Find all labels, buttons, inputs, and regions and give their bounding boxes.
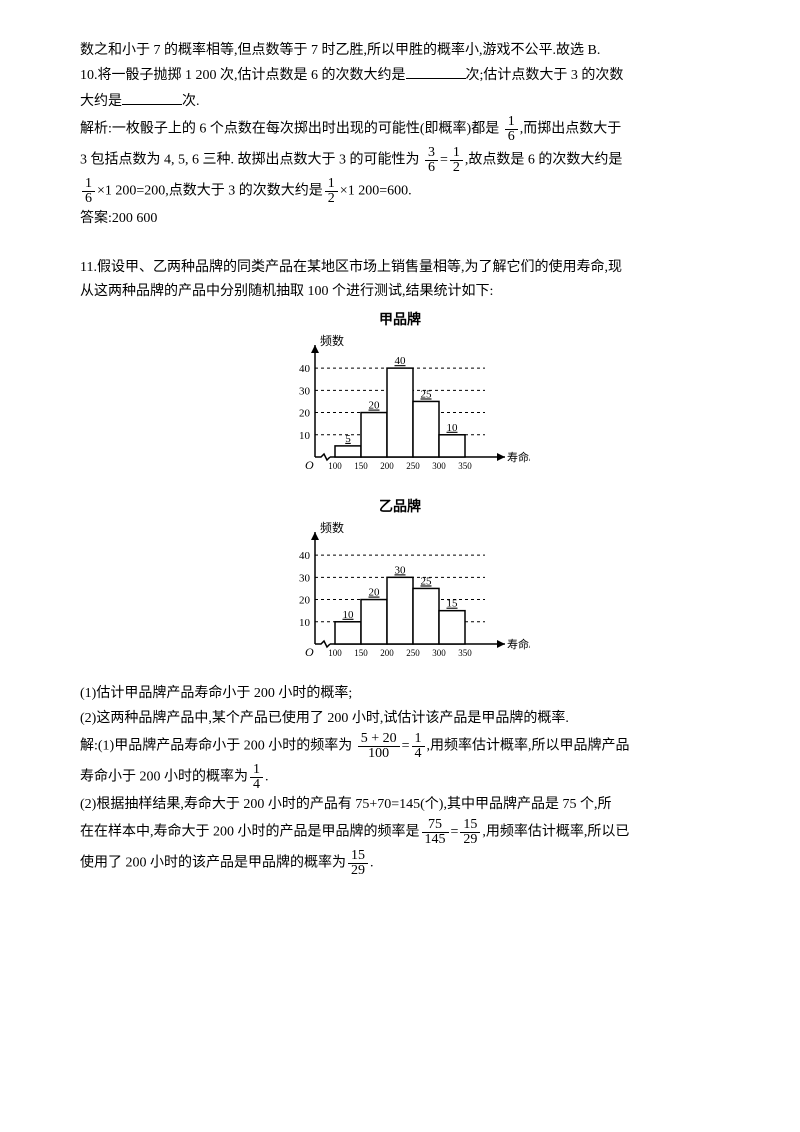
svg-text:150: 150 bbox=[354, 648, 368, 658]
svg-text:100: 100 bbox=[328, 648, 342, 658]
frac-1-6-b: 16 bbox=[82, 177, 95, 206]
svg-text:30: 30 bbox=[395, 564, 407, 576]
q11-a1b: ,用频率估计概率,所以甲品牌产品 bbox=[427, 739, 630, 754]
svg-text:40: 40 bbox=[299, 363, 311, 375]
svg-text:250: 250 bbox=[406, 461, 420, 471]
svg-text:25: 25 bbox=[421, 575, 433, 587]
q11-a1-line1: 解:(1)甲品牌产品寿命小于 200 小时的频率为 5 + 20100=14,用… bbox=[80, 732, 720, 761]
chart-yi-title: 乙品牌 bbox=[80, 497, 720, 519]
frac-75-145: 75145 bbox=[422, 818, 449, 847]
eq-2: = bbox=[402, 739, 410, 754]
svg-text:40: 40 bbox=[395, 355, 407, 367]
svg-text:200: 200 bbox=[380, 461, 394, 471]
q11-a1-line2: 寿命小于 200 小时的概率为14. bbox=[80, 763, 720, 792]
svg-text:20: 20 bbox=[369, 400, 381, 412]
blank-2 bbox=[122, 90, 182, 105]
blank-1 bbox=[406, 64, 466, 79]
q11-p1: (1)估计甲品牌产品寿命小于 200 小时的概率; bbox=[80, 683, 720, 705]
svg-text:10: 10 bbox=[343, 609, 355, 621]
svg-text:150: 150 bbox=[354, 461, 368, 471]
svg-text:350: 350 bbox=[458, 648, 472, 658]
frac-1-2-b: 12 bbox=[325, 177, 338, 206]
svg-text:30: 30 bbox=[299, 385, 311, 397]
chart-jia-svg: 10 20 30 40 O 频数寿命/小时 5 20 40 25 10 100 150 200 250 300… bbox=[270, 332, 530, 482]
q10-sol2: 3 包括点数为 4, 5, 6 三种. 故掷出点数大于 3 的可能性为 36=1… bbox=[80, 146, 720, 175]
svg-text:O: O bbox=[305, 458, 314, 472]
q11-a2c: ,用频率估计概率,所以已 bbox=[482, 825, 629, 840]
q10-l1b: 次;估计点数大于 3 的次数 bbox=[466, 68, 624, 83]
svg-text:O: O bbox=[305, 645, 314, 659]
q10-l2b: 次. bbox=[182, 94, 200, 109]
svg-text:10: 10 bbox=[299, 430, 311, 442]
svg-text:20: 20 bbox=[299, 408, 311, 420]
q10-s2b: ,故点数是 6 的次数大约是 bbox=[465, 153, 623, 168]
q11-a2-line3: 使用了 200 小时的该产品是甲品牌的概率为1529. bbox=[80, 849, 720, 878]
frac-1-6-a: 16 bbox=[505, 115, 518, 144]
eq-3: = bbox=[451, 825, 459, 840]
q11-a2d: 使用了 200 小时的该产品是甲品牌的概率为 bbox=[80, 856, 346, 871]
svg-text:200: 200 bbox=[380, 648, 394, 658]
q11-a1c: 寿命小于 200 小时的概率为 bbox=[80, 770, 248, 785]
intro-line: 数之和小于 7 的概率相等,但点数等于 7 时乙胜,所以甲胜的概率小,游戏不公平… bbox=[80, 40, 720, 62]
svg-text:350: 350 bbox=[458, 461, 472, 471]
q11-a1a: 解:(1)甲品牌产品寿命小于 200 小时的频率为 bbox=[80, 739, 352, 754]
svg-text:5: 5 bbox=[345, 433, 351, 445]
q10-answer: 答案:200 600 bbox=[80, 208, 720, 230]
q11-l1: 11.假设甲、乙两种品牌的同类产品在某地区市场上销售量相等,为了解它们的使用寿命… bbox=[80, 257, 720, 279]
q10-sol1: 解析:一枚骰子上的 6 个点数在每次掷出时出现的可能性(即概率)都是 16,而掷… bbox=[80, 115, 720, 144]
svg-text:300: 300 bbox=[432, 648, 446, 658]
svg-text:10: 10 bbox=[447, 422, 459, 434]
q10-line2: 大约是 次. bbox=[80, 90, 720, 113]
q10-s3b: ×1 200=600. bbox=[340, 184, 412, 199]
svg-text:频数: 频数 bbox=[320, 520, 344, 535]
q11-a1d: . bbox=[265, 770, 269, 785]
q11-p2: (2)这两种品牌产品中,某个产品已使用了 200 小时,试估计该产品是甲品牌的概… bbox=[80, 708, 720, 730]
svg-text:40: 40 bbox=[299, 550, 311, 562]
chart-yi: 乙品牌 10 20 30 40 O 频数寿命/小时 10 20 30 25 15 100 150 200 2… bbox=[80, 497, 720, 678]
frac-1-4-a: 14 bbox=[412, 732, 425, 761]
svg-text:10: 10 bbox=[299, 617, 311, 629]
svg-text:20: 20 bbox=[369, 586, 381, 598]
q10-s3a: ×1 200=200,点数大于 3 的次数大约是 bbox=[97, 184, 323, 199]
svg-text:寿命/小时: 寿命/小时 bbox=[507, 450, 530, 464]
q10-s1a: 解析:一枚骰子上的 6 个点数在每次掷出时出现的可能性(即概率)都是 bbox=[80, 122, 499, 137]
q10-l2a: 大约是 bbox=[80, 94, 122, 109]
chart-yi-svg: 10 20 30 40 O 频数寿命/小时 10 20 30 25 15 100 150 200 250 30… bbox=[270, 519, 530, 669]
q11-a2-line1: (2)根据抽样结果,寿命大于 200 小时的产品有 75+70=145(个),其… bbox=[80, 794, 720, 816]
frac-1-4-b: 14 bbox=[250, 763, 263, 792]
frac-15-29-b: 1529 bbox=[348, 849, 368, 878]
eq-1: = bbox=[440, 153, 448, 168]
svg-text:250: 250 bbox=[406, 648, 420, 658]
svg-text:20: 20 bbox=[299, 594, 311, 606]
chart-jia: 甲品牌 10 20 30 40 O 频数寿命/小时 5 20 40 25 10 100 150 200 25… bbox=[80, 310, 720, 491]
q11-l2: 从这两种品牌的产品中分别随机抽取 100 个进行测试,结果统计如下: bbox=[80, 281, 720, 303]
q10-sol3: 16×1 200=200,点数大于 3 的次数大约是12×1 200=600. bbox=[80, 177, 720, 206]
q10-s2a: 3 包括点数为 4, 5, 6 三种. 故掷出点数大于 3 的可能性为 bbox=[80, 153, 420, 168]
q10-s1b: ,而掷出点数大于 bbox=[520, 122, 622, 137]
chart-jia-title: 甲品牌 bbox=[80, 310, 720, 332]
frac-1-2-a: 12 bbox=[450, 146, 463, 175]
q10-l1a: 10.将一骰子抛掷 1 200 次,估计点数是 6 的次数大约是 bbox=[80, 68, 406, 83]
svg-text:寿命/小时: 寿命/小时 bbox=[507, 637, 530, 651]
frac-5p20-100: 5 + 20100 bbox=[358, 732, 400, 761]
svg-text:100: 100 bbox=[328, 461, 342, 471]
frac-3-6: 36 bbox=[425, 146, 438, 175]
svg-text:15: 15 bbox=[447, 598, 459, 610]
svg-text:25: 25 bbox=[421, 389, 433, 401]
q11-a2e: . bbox=[370, 856, 374, 871]
svg-text:300: 300 bbox=[432, 461, 446, 471]
frac-15-29-a: 1529 bbox=[460, 818, 480, 847]
q11-a2b: 在在样本中,寿命大于 200 小时的产品是甲品牌的频率是 bbox=[80, 825, 420, 840]
q10-line1: 10.将一骰子抛掷 1 200 次,估计点数是 6 的次数大约是 次;估计点数大于… bbox=[80, 64, 720, 87]
svg-text:频数: 频数 bbox=[320, 333, 344, 348]
svg-text:30: 30 bbox=[299, 572, 311, 584]
q11-a2-line2: 在在样本中,寿命大于 200 小时的产品是甲品牌的频率是75145=1529,用… bbox=[80, 818, 720, 847]
